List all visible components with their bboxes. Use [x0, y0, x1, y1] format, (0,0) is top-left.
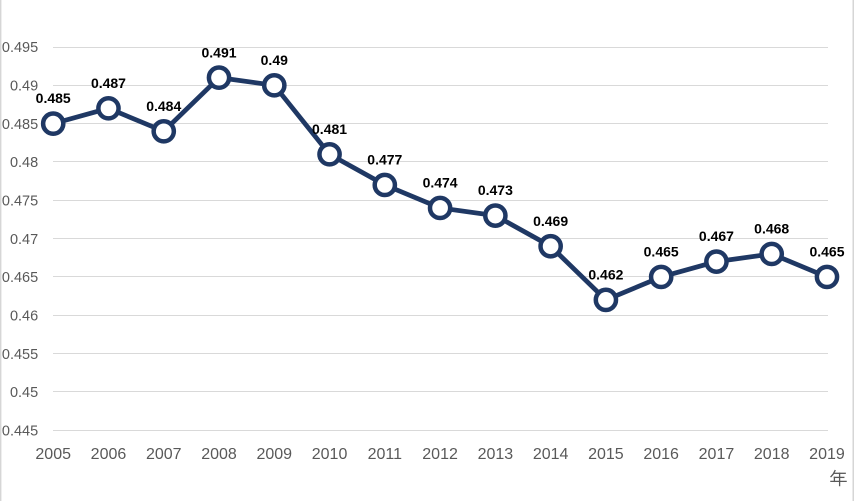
svg-text:0.465: 0.465: [809, 244, 844, 260]
svg-text:0.475: 0.475: [2, 193, 38, 209]
svg-text:0.487: 0.487: [91, 75, 126, 91]
svg-text:2008: 2008: [201, 446, 237, 463]
svg-text:2006: 2006: [91, 446, 127, 463]
svg-text:2016: 2016: [643, 446, 679, 463]
svg-text:0.469: 0.469: [533, 213, 568, 229]
svg-text:0.467: 0.467: [699, 228, 734, 244]
svg-text:2018: 2018: [754, 446, 790, 463]
svg-text:2012: 2012: [422, 446, 458, 463]
svg-text:0.477: 0.477: [367, 152, 402, 168]
svg-text:0.45: 0.45: [10, 385, 38, 401]
svg-text:0.462: 0.462: [588, 267, 623, 283]
svg-text:2005: 2005: [35, 446, 71, 463]
svg-text:2013: 2013: [478, 446, 514, 463]
svg-text:0.49: 0.49: [261, 52, 288, 68]
svg-text:0.445: 0.445: [2, 423, 38, 439]
svg-text:2007: 2007: [146, 446, 182, 463]
svg-text:0.465: 0.465: [2, 270, 38, 286]
svg-text:0.47: 0.47: [10, 232, 38, 248]
svg-text:0.485: 0.485: [36, 90, 71, 106]
svg-text:2014: 2014: [533, 446, 569, 463]
svg-text:0.495: 0.495: [2, 40, 38, 56]
svg-text:2017: 2017: [699, 446, 735, 463]
svg-text:2015: 2015: [588, 446, 624, 463]
svg-text:2009: 2009: [256, 446, 292, 463]
svg-text:0.455: 0.455: [2, 347, 38, 363]
svg-text:2019: 2019: [809, 446, 845, 463]
svg-text:0.46: 0.46: [10, 308, 38, 324]
svg-text:0.485: 0.485: [2, 117, 38, 133]
svg-text:2010: 2010: [312, 446, 348, 463]
svg-text:0.481: 0.481: [312, 121, 347, 137]
svg-text:0.465: 0.465: [644, 244, 679, 260]
svg-text:2011: 2011: [368, 446, 403, 463]
svg-text:0.474: 0.474: [423, 175, 458, 191]
svg-text:0.484: 0.484: [146, 98, 181, 114]
svg-text:0.468: 0.468: [754, 221, 789, 237]
svg-text:0.49: 0.49: [10, 79, 38, 95]
svg-text:0.473: 0.473: [478, 182, 513, 198]
svg-text:0.491: 0.491: [201, 44, 236, 60]
svg-text:0.48: 0.48: [10, 155, 38, 171]
